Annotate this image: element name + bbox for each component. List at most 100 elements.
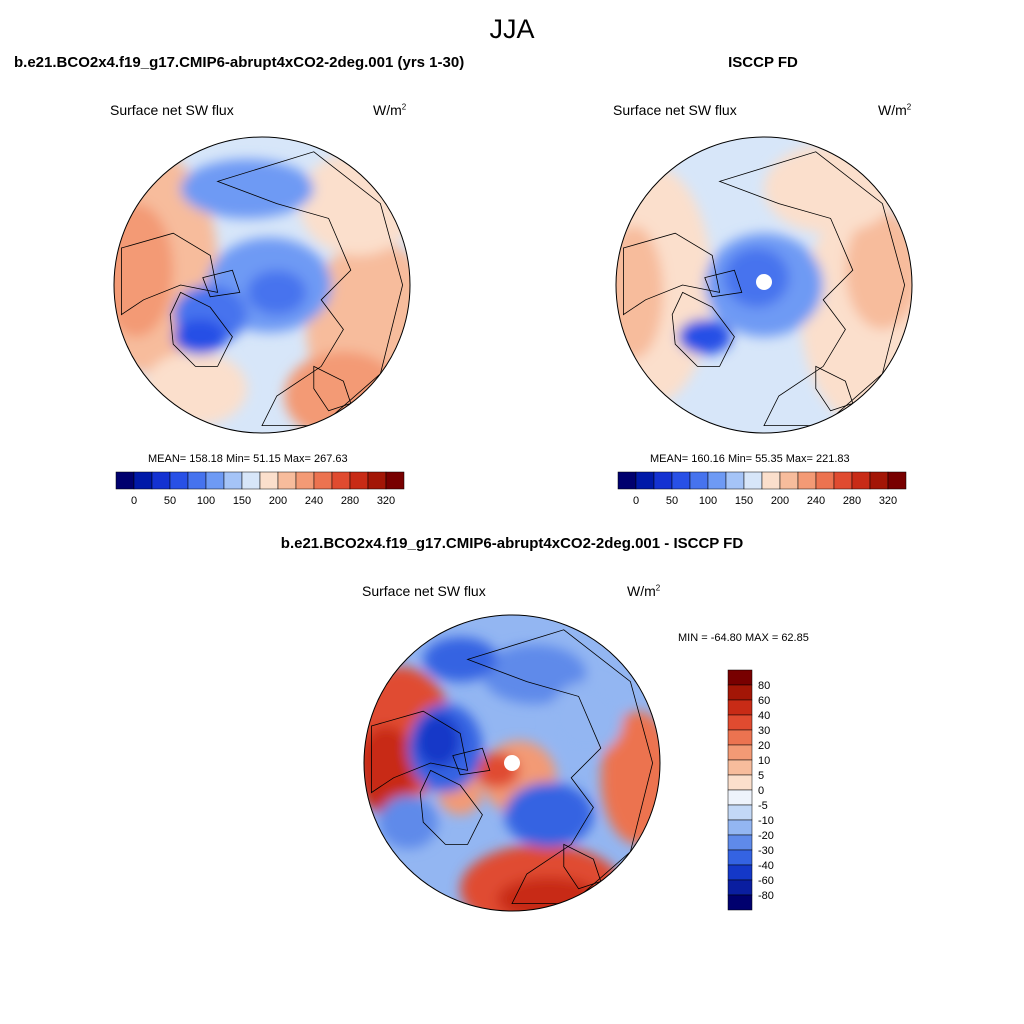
colorbar-2-box [761,471,781,490]
pole-missing-data-3 [504,755,520,771]
coastline-1 [121,151,404,426]
colorbar-2: 0 50 100 150 200 240 280 320 [617,471,907,507]
colorbar-2-box [689,471,709,490]
colorbar-3-tick-label: 5 [758,770,764,782]
colorbar-2-tick-label: 100 [699,495,717,507]
colorbar-2-box [851,471,871,490]
colorbar-2-tick-label: 150 [735,495,753,507]
colorbar-1-box [313,471,333,490]
colorbar-1-tick-label: 280 [341,495,359,507]
polar-map-1 [114,137,410,433]
colorbar-1-box [133,471,153,490]
colorbar-3-box [727,669,753,686]
colorbar-1-box [205,471,225,490]
colorbar-1-box [169,471,189,490]
colorbar-3: 80 60 40 30 20 10 5 0 -5 -10 -20 -30 -40 -60 -80 [727,669,774,911]
colorbar-1-box [331,471,351,490]
colorbar-1-tick-label: 100 [197,495,215,507]
colorbar-3-tick-label: -60 [758,875,774,887]
colorbar-3-box [727,834,753,851]
colorbar-3-box [727,894,753,911]
colorbar-3-box [727,684,753,701]
panel2-title: ISCCP FD [728,54,798,71]
panel3-title: b.e21.BCO2x4.f19_g17.CMIP6-abrupt4xCO2-2… [280,535,744,552]
colorbar-1-box [115,471,135,490]
coastline-3 [371,629,654,904]
panel3-variable: Surface net SW flux [362,583,486,599]
colorbar-3-tick-label: -80 [758,890,774,902]
colorbar-2-box [779,471,799,490]
colorbar-1-box [349,471,369,490]
colorbar-3-box [727,864,753,881]
colorbar-2-box [725,471,745,490]
colorbar-3-tick-label: 60 [758,695,770,707]
colorbar-2-box [653,471,673,490]
colorbar-3-tick-label: -10 [758,815,774,827]
panel3-units-base: W/m [627,583,656,599]
polar-map-3 [364,615,660,911]
colorbar-3-box [727,789,753,806]
colorbar-1-box [259,471,279,490]
colorbar-2-box [815,471,835,490]
colorbar-3-tick-label: -5 [758,800,768,812]
colorbar-2-box [887,471,907,490]
panel1-units-exp: 2 [401,102,407,112]
colorbar-1-box [295,471,315,490]
colorbar-3-box [727,699,753,716]
panel2-units-base: W/m [878,102,907,118]
colorbar-3-tick-label: 10 [758,755,770,767]
colorbar-2-box [707,471,727,490]
panel3-units: W/m2 [627,583,660,599]
colorbar-2-tick-label: 320 [879,495,897,507]
colorbar-3-tick-label: 80 [758,680,770,692]
colorbar-2-tick-label: 240 [807,495,825,507]
colorbar-1-box [367,471,387,490]
panel1-title: b.e21.BCO2x4.f19_g17.CMIP6-abrupt4xCO2-2… [14,54,465,71]
panel3-stats: MIN = -64.80 MAX = 62.85 [678,632,809,644]
colorbar-2-tick-label: 0 [633,495,639,507]
panel1-units: W/m2 [373,102,406,118]
coastline-2 [623,151,906,426]
colorbar-1-tick-label: 50 [164,495,176,507]
colorbar-3-tick-label: 30 [758,725,770,737]
colorbar-3-tick-label: 0 [758,785,764,797]
colorbar-1-tick-label: 200 [269,495,287,507]
map-boundary-3 [363,614,661,912]
colorbar-2-box [671,471,691,490]
colorbar-1-box [277,471,297,490]
colorbar-3-tick-label: 40 [758,710,770,722]
colorbar-1: 0 50 100 150 200 240 280 320 [115,471,405,507]
map-boundary-1 [113,136,411,434]
colorbar-1-box [241,471,261,490]
colorbar-2-box [797,471,817,490]
panel1-units-base: W/m [373,102,402,118]
panel1-variable: Surface net SW flux [110,102,234,118]
colorbar-2-box [743,471,763,490]
colorbar-3-box [727,774,753,791]
colorbar-2-tick-label: 280 [843,495,861,507]
panel1-stats: MEAN= 158.18 Min= 51.15 Max= 267.63 [148,453,348,465]
colorbar-1-tick-label: 320 [377,495,395,507]
colorbar-3-box [727,879,753,896]
colorbar-2-box [635,471,655,490]
figure-title: JJA [489,14,535,44]
colorbar-3-box [727,714,753,731]
colorbar-2-box [617,471,637,490]
colorbar-1-tick-label: 150 [233,495,251,507]
colorbar-1-box [223,471,243,490]
panel2-units-exp: 2 [906,102,912,112]
panel2-stats: MEAN= 160.16 Min= 55.35 Max= 221.83 [650,453,850,465]
colorbar-3-tick-label: 20 [758,740,770,752]
colorbar-1-box [385,471,405,490]
colorbar-2-box [833,471,853,490]
colorbar-3-tick-label: -20 [758,830,774,842]
colorbar-2-tick-label: 200 [771,495,789,507]
colorbar-1-box [151,471,171,490]
pole-missing-data-2 [756,274,772,290]
colorbar-3-tick-label: -40 [758,860,774,872]
colorbar-3-box [727,759,753,776]
colorbar-3-box [727,804,753,821]
panel2-units: W/m2 [878,102,911,118]
colorbar-3-tick-label: -30 [758,845,774,857]
